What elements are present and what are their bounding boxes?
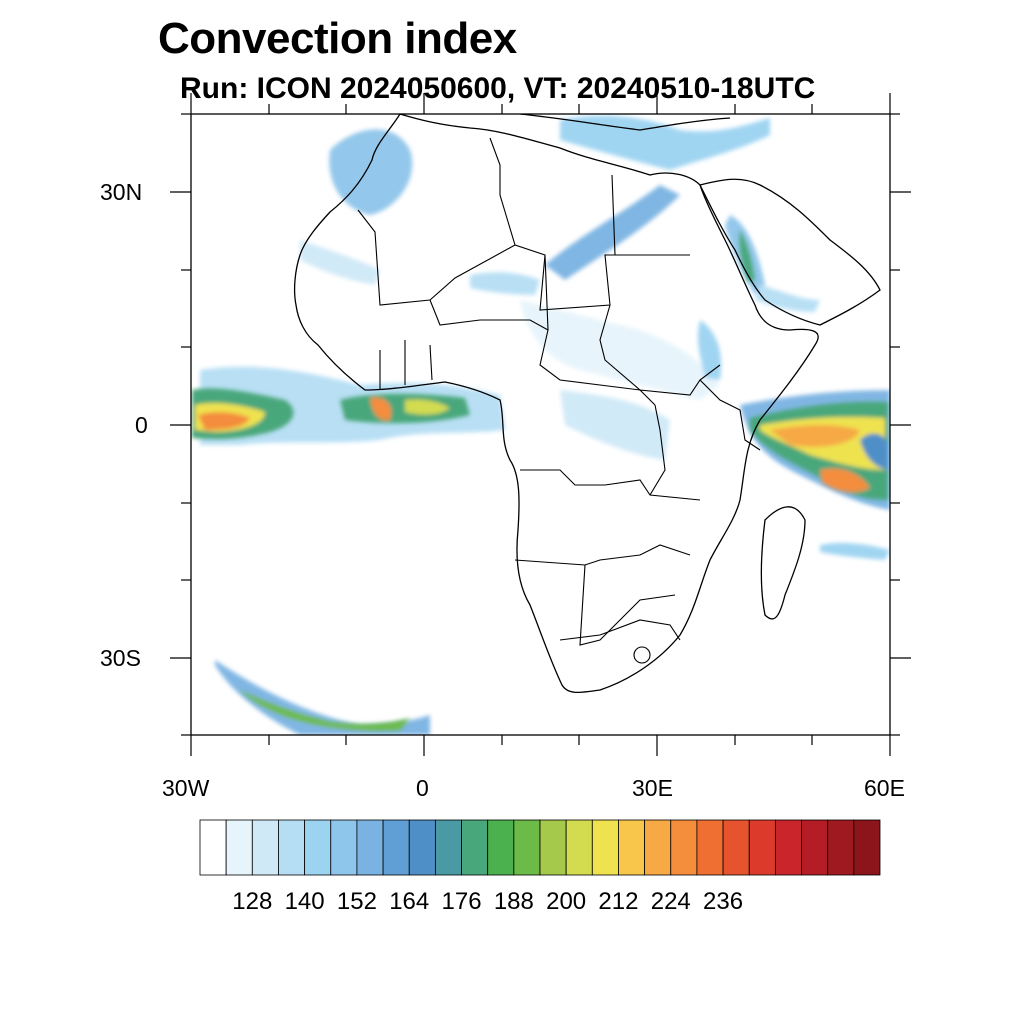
lat-label-30s: 30S xyxy=(100,645,141,671)
colorbar-swatch xyxy=(748,819,776,876)
colorbar-swatch xyxy=(853,819,881,876)
convection-core xyxy=(820,468,870,493)
colorbar-swatch xyxy=(722,819,750,876)
lon-label-60e: 60E xyxy=(864,775,905,801)
convection-core xyxy=(739,230,755,282)
convection-area xyxy=(215,660,430,735)
convection-area xyxy=(520,300,720,400)
lon-label-0: 0 xyxy=(416,775,429,801)
colorbar-swatch xyxy=(513,819,541,876)
colorbar-tick-label: 140 xyxy=(284,888,325,915)
convection-core xyxy=(198,412,250,430)
colorbar-swatch xyxy=(644,819,672,876)
colorbar xyxy=(199,819,881,876)
colorbar-tick-label: 212 xyxy=(598,888,639,915)
colorbar-tick-label: 188 xyxy=(493,888,534,915)
colorbar-swatch xyxy=(330,819,358,876)
colorbar-tick-label: 152 xyxy=(336,888,377,915)
colorbar-swatch xyxy=(225,819,253,876)
axis-ticks xyxy=(170,93,911,756)
convection-area xyxy=(820,542,890,560)
colorbar-swatch xyxy=(278,819,306,876)
convection-area xyxy=(755,285,820,312)
colorbar-swatch xyxy=(356,819,384,876)
colorbar-tick-label: 236 xyxy=(703,888,744,915)
colorbar-swatch xyxy=(461,819,489,876)
convection-core xyxy=(405,399,450,415)
colorbar-tick-label: 128 xyxy=(232,888,273,915)
colorbar-swatch xyxy=(539,819,567,876)
lat-label-30n: 30N xyxy=(100,179,143,205)
colorbar-swatch xyxy=(774,819,802,876)
convection-area xyxy=(545,185,680,280)
colorbar-swatch xyxy=(801,819,829,876)
lat-label-0: 0 xyxy=(135,412,148,438)
convection-core xyxy=(370,397,392,421)
convection-field xyxy=(192,115,890,735)
colorbar-tick-label: 176 xyxy=(441,888,482,915)
colorbar-swatch xyxy=(670,819,698,876)
convection-core xyxy=(860,433,888,470)
country-borders xyxy=(357,137,761,664)
colorbar-swatch xyxy=(591,819,619,876)
convection-core xyxy=(770,425,860,447)
colorbar-swatch xyxy=(487,819,515,876)
lon-label-30w: 30W xyxy=(162,775,210,801)
colorbar-swatch xyxy=(696,819,724,876)
colorbar-swatch xyxy=(565,819,593,876)
convection-core xyxy=(240,690,410,731)
coastlines xyxy=(293,114,881,694)
colorbar-swatch xyxy=(618,819,646,876)
colorbar-swatch xyxy=(251,819,279,876)
convection-area xyxy=(697,320,722,380)
colorbar-tick-label: 164 xyxy=(389,888,430,915)
colorbar-swatch xyxy=(434,819,462,876)
colorbar-swatch xyxy=(304,819,332,876)
convection-area xyxy=(560,115,770,170)
colorbar-tick-label: 224 xyxy=(650,888,691,915)
colorbar-swatch xyxy=(199,819,227,876)
chart-subtitle: Run: ICON 2024050600, VT: 20240510-18UTC xyxy=(180,72,816,105)
colorbar-tick-label: 200 xyxy=(546,888,587,915)
chart-title: Convection index xyxy=(158,14,517,63)
convection-area xyxy=(560,390,670,460)
colorbar-swatch xyxy=(827,819,855,876)
convection-area xyxy=(300,240,380,285)
lon-label-30e: 30E xyxy=(632,775,673,801)
colorbar-swatch xyxy=(382,819,410,876)
colorbar-swatch xyxy=(408,819,436,876)
convection-area xyxy=(470,272,540,295)
